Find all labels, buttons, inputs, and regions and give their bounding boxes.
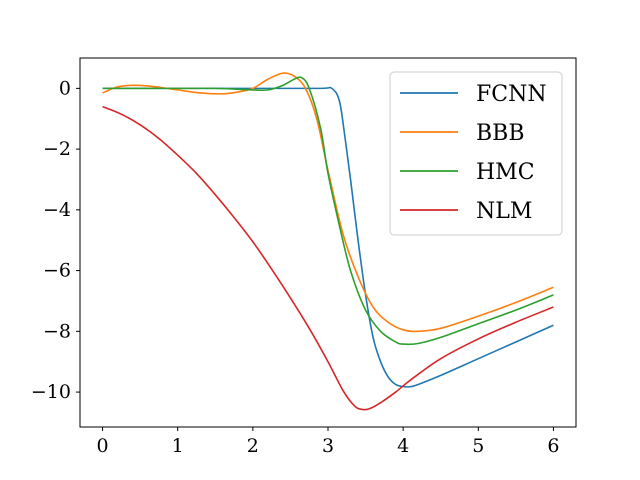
series-line-nlm <box>102 105 554 411</box>
y-tick-label: −2 <box>43 138 71 160</box>
x-tick-label: 6 <box>547 435 559 457</box>
legend-label: HMC <box>476 160 535 185</box>
y-tick-label: −6 <box>43 260 71 282</box>
y-tick-label: 0 <box>59 77 71 99</box>
x-tick-label: 5 <box>472 435 484 457</box>
x-tick-label: 2 <box>247 435 259 457</box>
series-line-hmc <box>102 76 554 346</box>
x-tick-label: 3 <box>322 435 334 457</box>
x-tick-label: 4 <box>397 435 409 457</box>
x-tick-label: 0 <box>96 435 108 457</box>
legend-label: FCNN <box>476 82 547 107</box>
y-tick-label: −8 <box>43 320 71 342</box>
legend: FCNN BBB HMC NLM <box>389 71 563 236</box>
y-tick-label: −4 <box>43 199 71 221</box>
legend-box <box>389 71 563 236</box>
x-tick-label: 1 <box>172 435 184 457</box>
legend-label: BBB <box>476 121 525 146</box>
y-tick-label: −10 <box>31 381 71 403</box>
series-line-fcnn <box>102 86 554 388</box>
legend-label: NLM <box>476 199 532 224</box>
series-lines <box>102 72 554 411</box>
axis-ticks: 0 1 2 3 4 5 6 0 −2 −4 −6 −8 −10 <box>31 77 560 457</box>
